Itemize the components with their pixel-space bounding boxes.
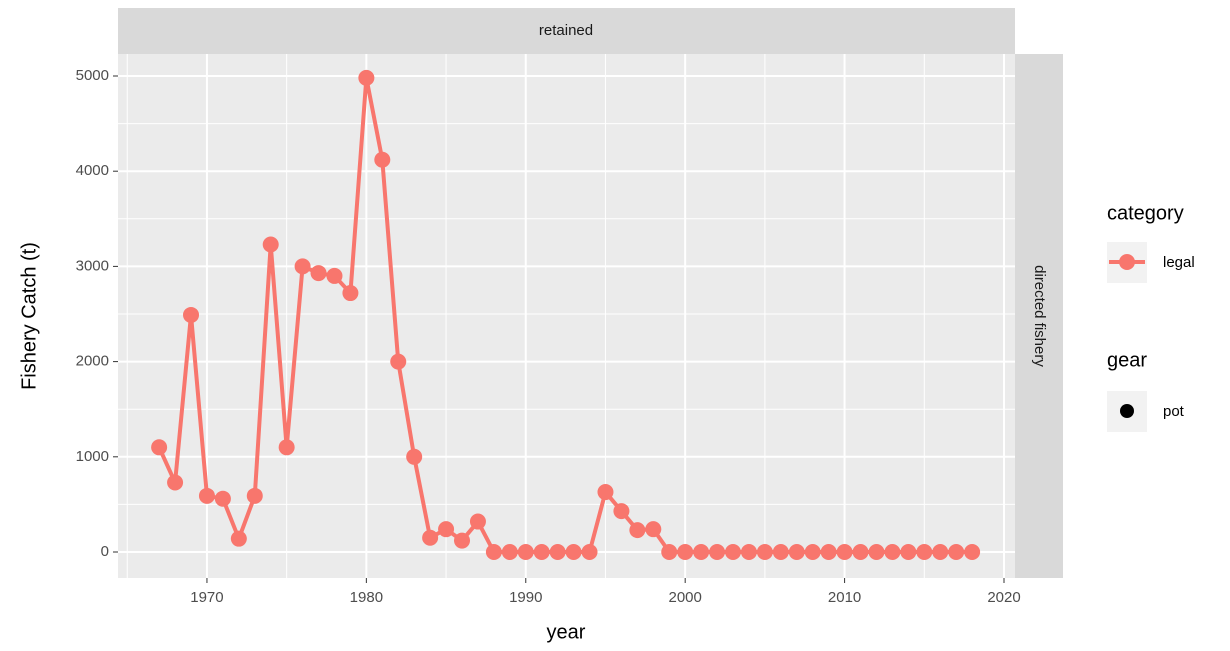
y-tick-label: 4000 [76, 162, 109, 179]
legend-label: pot [1163, 403, 1185, 420]
data-point [262, 236, 279, 253]
data-point [693, 544, 710, 561]
data-point [756, 544, 773, 561]
data-point [454, 532, 471, 549]
data-point [629, 522, 646, 539]
x-tick-label: 1990 [509, 589, 542, 606]
data-point [198, 487, 215, 504]
data-point [772, 544, 789, 561]
data-point [804, 544, 821, 561]
data-point [517, 544, 534, 561]
data-point [597, 484, 614, 501]
data-point [310, 265, 327, 282]
data-point [948, 544, 965, 561]
data-point [485, 544, 502, 561]
data-point [581, 544, 598, 561]
x-tick-label: 1980 [350, 589, 383, 606]
data-point [852, 544, 869, 561]
data-point [549, 544, 566, 561]
facet-row-label: directed fishery [1031, 265, 1048, 367]
legend-point [1120, 404, 1134, 418]
facet-strip-top [118, 8, 1015, 54]
data-point [565, 544, 582, 561]
data-point [294, 258, 311, 275]
y-tick-label: 1000 [76, 448, 109, 465]
x-axis-title: year [547, 621, 586, 643]
legend-title: gear [1107, 349, 1147, 371]
data-point [501, 544, 518, 561]
data-point [422, 529, 439, 546]
data-point [836, 544, 853, 561]
data-point [725, 544, 742, 561]
data-point [916, 544, 933, 561]
facet-strip-right [1015, 54, 1063, 578]
data-point [406, 448, 423, 465]
data-point [740, 544, 757, 561]
data-point [884, 544, 901, 561]
data-point [342, 285, 359, 302]
data-point [932, 544, 949, 561]
legend-title: category [1107, 202, 1184, 224]
data-point [183, 306, 200, 323]
data-point [326, 267, 343, 284]
data-point [661, 544, 678, 561]
y-axis-title: Fishery Catch (t) [18, 242, 40, 390]
data-point [278, 439, 295, 456]
x-tick-label: 1970 [190, 589, 223, 606]
data-point [374, 151, 391, 168]
data-point [788, 544, 805, 561]
data-point [151, 439, 168, 456]
data-point [469, 513, 486, 530]
y-tick-label: 3000 [76, 257, 109, 274]
data-point [964, 544, 981, 561]
x-tick-label: 2020 [987, 589, 1020, 606]
data-point [390, 353, 407, 370]
data-point [438, 521, 455, 538]
data-point [358, 69, 375, 86]
legend-label: legal [1163, 254, 1195, 271]
data-point [533, 544, 550, 561]
data-point [709, 544, 726, 561]
data-point [613, 503, 630, 520]
y-tick-label: 5000 [76, 67, 109, 84]
data-point [214, 490, 231, 507]
legend-point [1119, 254, 1135, 270]
data-point [246, 487, 263, 504]
facet-col-label: retained [539, 22, 593, 39]
data-point [820, 544, 837, 561]
y-tick-label: 2000 [76, 353, 109, 370]
data-point [230, 530, 247, 547]
x-tick-label: 2010 [828, 589, 861, 606]
data-point [868, 544, 885, 561]
data-point [645, 521, 662, 538]
data-point [167, 474, 184, 491]
y-tick-label: 0 [101, 543, 109, 560]
x-tick-label: 2000 [668, 589, 701, 606]
data-point [900, 544, 917, 561]
data-point [677, 544, 694, 561]
